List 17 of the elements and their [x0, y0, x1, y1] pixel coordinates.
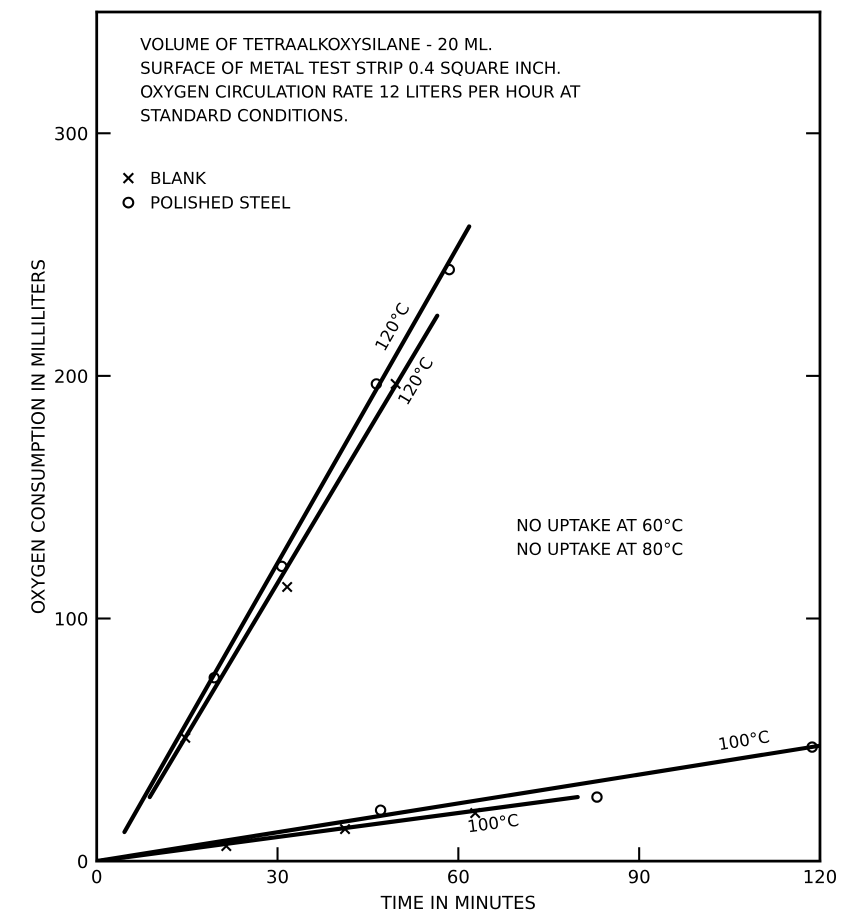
x-tick-label: 30 — [267, 870, 288, 884]
x-tick-label: 90 — [628, 870, 650, 884]
y-tick-label: 100 — [56, 612, 88, 626]
y-tick-label: 200 — [55, 369, 88, 383]
x-tick-label: 0 — [92, 870, 102, 884]
text: 100°C — [719, 730, 770, 750]
annotation: VOLUME OF TETRAALKOXYSILANE - 20 ML. SURFACE OF METAL TEST STRIP 0.4 SQUARE INCH. OXYGEN CIRCULATION RATE 12 LITERS PER HOUR AT STANDARD CONDITIONS. — [140, 38, 580, 122]
annotation: NO UPTAKE AT 60°C NO UPTAKE AT 80°C — [518, 518, 682, 556]
y-tick-label: 300 — [55, 126, 88, 140]
x-tick-label: 60 — [448, 870, 469, 884]
y-axis-title: OXYGEN CONSUMPTION IN MILLILITERS — [31, 260, 45, 614]
legend-label: POLISHED STEEL — [152, 196, 290, 209]
x-tick-label: 120 — [804, 870, 836, 884]
legend-label: BLANK — [152, 172, 206, 184]
y-tick-label: 0 — [78, 854, 88, 868]
text: 100°C — [468, 813, 519, 832]
x-axis-title: TIME IN MINUTES — [380, 896, 535, 910]
